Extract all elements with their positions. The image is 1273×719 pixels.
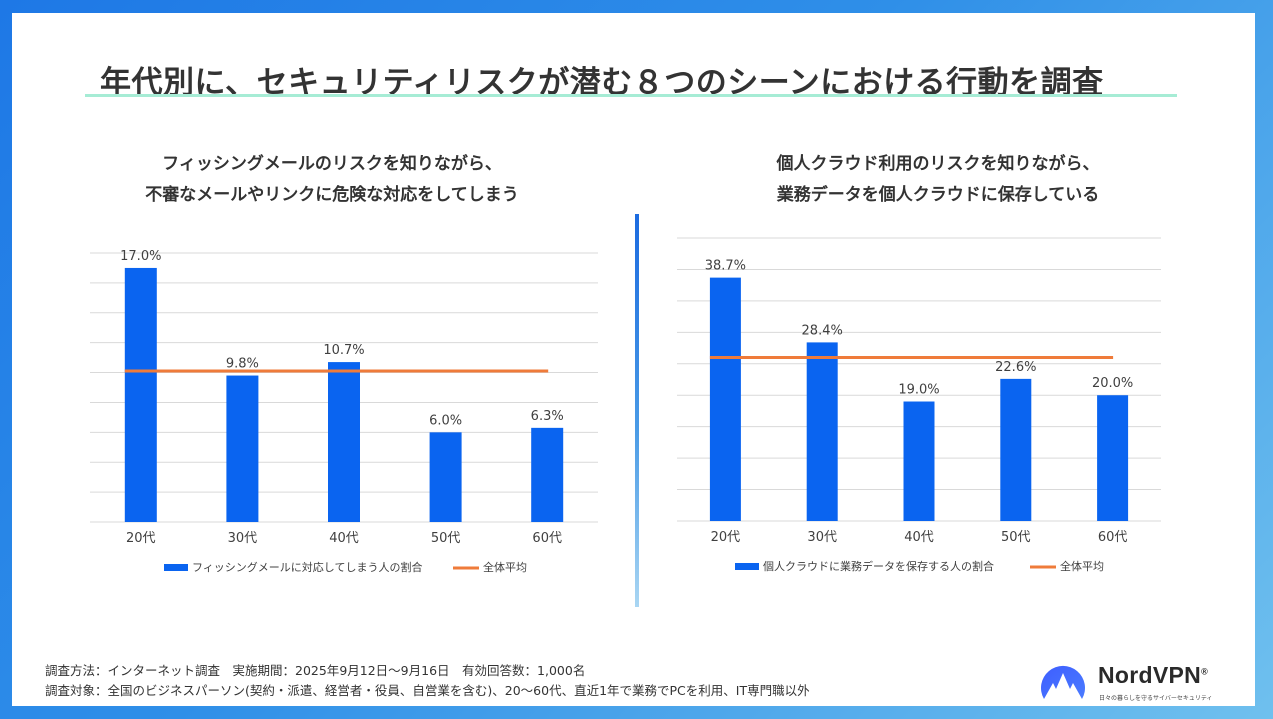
legend-bar-swatch [735,563,759,570]
legend-average-label: 全体平均 [483,560,527,574]
data-label: 22.6% [995,360,1036,375]
bar [1097,395,1129,521]
bar [806,342,838,521]
bar [903,401,935,521]
data-label: 6.3% [531,409,564,424]
data-label: 19.0% [898,383,939,398]
survey-target-text: 調査対象：全国のビジネスパーソン(契約・派遣、経営者・役員、自営業を含む)、20… [45,683,810,698]
nordvpn-mountain-icon [1041,665,1085,701]
bar [328,362,360,522]
right-chart-title: 個人クラウド利用のリスクを知りながら、 業務データを個人クラウドに保存している [688,149,1188,211]
data-label: 17.0% [120,249,161,264]
left-bar-chart: 17.0% 20代 9.8% 30代 10.7% 40代 6.0% 50代 6.3% 60代フィッ… [90,249,598,574]
x-tick-label: 60代 [1098,530,1128,545]
right-chart-title-line2: 業務データを個人クラウドに保存している [776,185,1100,205]
bar [531,427,564,522]
chart-divider [635,214,639,607]
legend-bar-label: 個人クラウドに業務データを保存する人の割合 [763,559,994,573]
right-chart-title-line1: 個人クラウド利用のリスクを知りながら、 [776,154,1100,174]
survey-method-text: 調査方法：インターネット調査 実施期間：2025年9月12日～9月16日 有効回… [45,663,586,678]
logo-wordmark: NordVPN® [1098,662,1208,688]
bar [226,375,259,522]
x-tick-label: 30代 [228,531,258,546]
logo-tagline: 日々の暮らしを守るサイバーセキュリティ [1099,695,1213,702]
right-bar-chart: 38.7% 20代 28.4% 30代 19.0% 40代 22.6% 50代 20.0% 60代… [677,237,1161,573]
data-label: 6.0% [429,413,462,428]
x-tick-label: 20代 [711,530,741,545]
left-chart-title: フィッシングメールのリスクを知りながら、 不審なメールやリンクに危険な対応をして… [82,149,582,211]
data-label: 28.4% [802,323,843,338]
x-tick-label: 40代 [329,531,359,546]
bar [709,277,741,521]
data-label: 10.7% [323,343,364,358]
data-label: 20.0% [1092,376,1133,391]
x-tick-label: 20代 [126,531,156,546]
x-tick-label: 40代 [904,530,934,545]
data-label: 38.7% [705,259,746,274]
left-chart-title-line1: フィッシングメールのリスクを知りながら、 [162,154,502,174]
x-tick-label: 60代 [532,531,562,546]
legend-bar-label: フィッシングメールに対応してしまう人の割合 [192,560,422,574]
bar [1000,378,1032,521]
nordvpn-logo: NordVPN® 日々の暮らしを守るサイバーセキュリティ [1038,659,1238,705]
left-chart-title-line2: 不審なメールやリンクに危険な対応をしてしまう [145,185,519,205]
x-tick-label: 30代 [807,530,837,545]
bar [124,267,157,522]
x-tick-label: 50代 [1001,530,1031,545]
survey-footnote: 調査方法：インターネット調査 実施期間：2025年9月12日～9月16日 有効回… [45,661,810,701]
legend-average-label: 全体平均 [1060,559,1104,573]
slide: 年代別に、セキュリティリスクが潜む８つのシーンにおける行動を調査 フィッシングメ… [12,13,1255,706]
x-tick-label: 50代 [431,531,461,546]
title-underline [85,94,1177,97]
data-label: 9.8% [226,357,259,372]
bar [429,432,462,522]
legend-bar-swatch [164,564,188,571]
